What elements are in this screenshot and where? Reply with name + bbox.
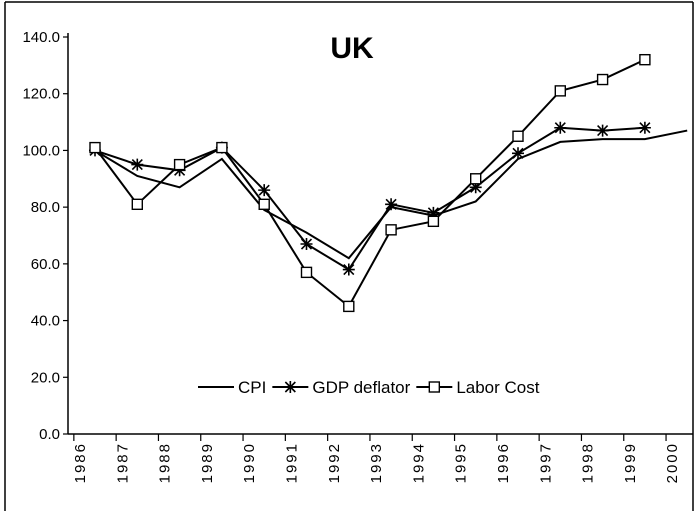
x-tick-label: 1994 <box>410 442 427 483</box>
y-tick-label: 120.0 <box>22 86 60 103</box>
x-tick-label: 1989 <box>199 442 216 483</box>
marker-square <box>131 198 144 211</box>
marker-asterisk <box>427 206 440 219</box>
marker-asterisk <box>554 121 567 134</box>
y-tick-label: 0.0 <box>39 426 60 443</box>
legend-label: CPI <box>238 378 266 397</box>
marker-asterisk <box>131 158 144 171</box>
x-tick-label: 1997 <box>537 442 554 483</box>
y-tick-label: 100.0 <box>22 142 60 159</box>
legend-item: CPI <box>198 378 266 397</box>
marker-asterisk <box>385 198 398 211</box>
marker-square <box>470 173 482 185</box>
chart-title: UK <box>330 32 374 65</box>
x-tick-label: 1986 <box>72 442 89 483</box>
series-line <box>94 126 645 271</box>
marker-asterisk <box>300 238 313 251</box>
series-line <box>94 58 646 308</box>
x-tick-label: 1995 <box>453 442 470 483</box>
marker-asterisk <box>342 263 355 276</box>
marker-square <box>385 224 397 236</box>
marker-square <box>639 53 651 66</box>
marker-square <box>343 300 355 313</box>
y-tick-label: 140.0 <box>22 29 60 46</box>
x-tick-label: 1990 <box>241 442 258 483</box>
x-tick-label: 1991 <box>283 442 300 483</box>
marker-asterisk <box>512 147 524 160</box>
x-tick-label: 2000 <box>664 442 681 483</box>
marker-asterisk <box>284 381 297 393</box>
marker-asterisk <box>638 121 651 134</box>
legend-label: GDP deflator <box>312 378 410 397</box>
marker-square <box>173 158 186 171</box>
marker-square <box>554 85 566 97</box>
marker-square <box>428 381 441 393</box>
marker-square <box>300 266 313 279</box>
y-tick-label: 80.0 <box>31 199 60 216</box>
marker-asterisk <box>596 124 609 137</box>
x-tick-label: 1992 <box>326 442 343 483</box>
marker-square <box>596 73 609 86</box>
marker-asterisk <box>258 184 271 197</box>
y-tick-label: 60.0 <box>31 256 60 273</box>
x-tick-label: 1988 <box>157 442 174 483</box>
legend-item: GDP deflator <box>272 378 411 397</box>
legend-label: Labor Cost <box>456 378 539 397</box>
y-tick-label: 40.0 <box>31 313 60 330</box>
series-line <box>94 129 688 260</box>
marker-asterisk <box>469 181 482 194</box>
y-tick-label: 20.0 <box>31 369 60 386</box>
x-tick-label: 1996 <box>495 442 512 483</box>
marker-square <box>512 130 524 142</box>
marker-square <box>89 141 101 154</box>
x-tick-label: 1993 <box>368 442 385 483</box>
x-tick-label: 1987 <box>114 442 131 483</box>
legend-item: Labor Cost <box>416 378 540 397</box>
marker-square <box>427 215 440 228</box>
marker-square <box>258 198 270 211</box>
x-tick-label: 1998 <box>580 442 597 483</box>
x-tick-label: 1999 <box>622 442 639 483</box>
marker-square <box>216 141 228 154</box>
